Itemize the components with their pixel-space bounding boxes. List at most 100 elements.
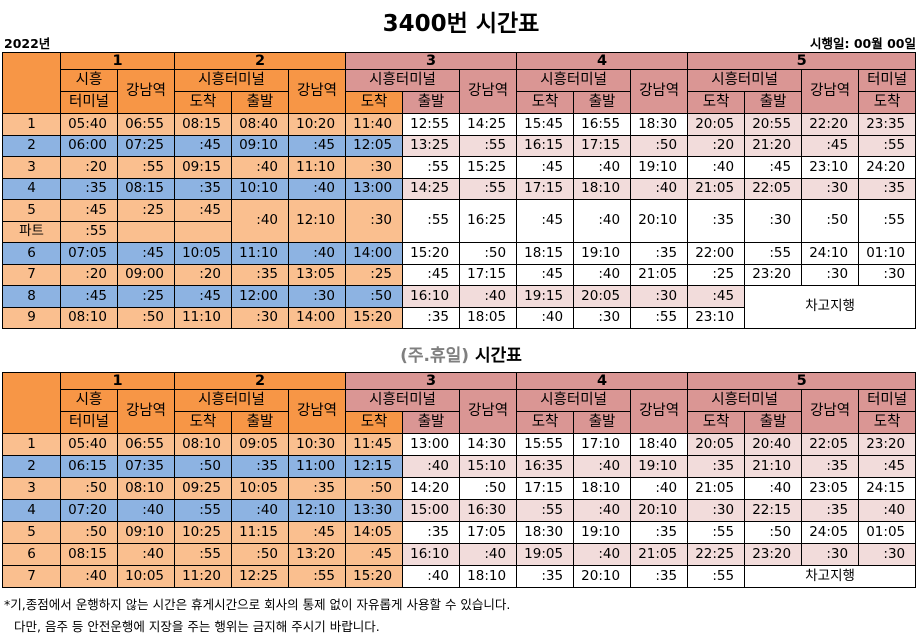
time-cell: :55 [459, 177, 518, 200]
time-cell: 14:00 [345, 242, 404, 265]
time-cell: 12:55 [402, 113, 461, 136]
time-cell: 08:10 [117, 477, 175, 500]
time-cell: 13:05 [287, 263, 347, 286]
timetable-row: 1 05:40 06:55 08:15 08:40 10:20 11:40 12:55 14:2… [2, 113, 917, 136]
time-cell: 14:00 [287, 306, 347, 329]
time-cell: :40 [287, 177, 347, 200]
time-cell: :40 [231, 199, 289, 243]
row-label: 파트 [2, 220, 61, 243]
time-cell: :50 [60, 477, 118, 500]
time-cell: 09:10 [117, 521, 175, 544]
row-label: 8 [2, 285, 61, 308]
time-cell: 10:30 [287, 433, 347, 456]
time-cell: 12:10 [287, 499, 347, 522]
timetable-row: 3:50 08:10 09:25 10:05:35:50 14:20:50 17:15 18… [2, 477, 917, 500]
weekday-table: 1 2 3 4 5 시흥 강남역 시흥터미널 강남역 시흥터미널 강남역 시흥터미널 강남역 시흥터미널 강… [2, 52, 917, 329]
time-cell: 21:05 [687, 477, 746, 500]
time-cell: 15:20 [345, 306, 404, 329]
year: 2022년 [4, 36, 51, 51]
timetable-row: 3:20:55 09:15:40 11:10:30:55 15:25:45:40 19:… [2, 156, 917, 179]
time-cell: 10:05 [117, 565, 175, 588]
time-cell: 23:10 [801, 156, 860, 179]
time-cell: 17:10 [573, 433, 632, 456]
time-cell: 13:20 [287, 543, 347, 566]
row-label: 9 [2, 306, 61, 329]
time-cell: 06:15 [60, 455, 118, 478]
time-cell: :45 [60, 199, 118, 222]
note: *기,종점에서 운행하지 않는 시간은 휴게시간으로 회사의 통제 없이 자유롭… [4, 597, 511, 612]
timetable-row: 8:45:25:45 12:00:30:50 16:10:40 19:15 20:05:… [2, 285, 917, 329]
time-cell: 05:40 [60, 433, 118, 456]
time-cell: :25 [345, 263, 404, 286]
time-cell: 14:30 [459, 433, 518, 456]
time-cell: :55 [459, 134, 518, 157]
time-cell: 23:20 [858, 433, 917, 456]
time-cell: :35 [801, 499, 860, 522]
time-cell: 06:55 [117, 113, 175, 136]
timetable-row: 4:35 08:15:35 10:10:40 13:00 14:25:55 17:15 18… [2, 177, 917, 200]
time-cell: :55 [744, 242, 803, 265]
time-cell: 14:05 [345, 521, 404, 544]
empty-cell [117, 220, 175, 243]
time-cell: 10:10 [231, 177, 289, 200]
time-cell: 08:10 [60, 306, 118, 329]
time-cell: :55 [630, 306, 689, 329]
time-cell: 07:20 [60, 499, 118, 522]
time-cell: 11:15 [231, 521, 289, 544]
time-cell: 11:10 [174, 306, 232, 329]
time-cell: 10:05 [231, 477, 289, 500]
time-cell: 23:20 [744, 543, 803, 566]
time-cell: 24:15 [858, 477, 917, 500]
time-cell: :20 [687, 134, 746, 157]
time-cell: :40 [573, 156, 632, 179]
time-cell: :25 [117, 199, 175, 222]
time-cell: :40 [573, 543, 632, 566]
time-cell: :55 [858, 134, 917, 157]
time-cell: 08:15 [174, 113, 232, 136]
time-cell: 22:20 [801, 113, 860, 136]
time-cell: :55 [687, 565, 746, 588]
time-cell: :55 [174, 543, 232, 566]
group-header: 5 [687, 52, 917, 70]
time-cell: :40 [459, 285, 518, 308]
time-cell: :45 [516, 156, 575, 179]
time-cell: :50 [459, 242, 518, 265]
time-cell: :55 [287, 565, 347, 588]
time-cell: :35 [516, 565, 575, 588]
time-cell: :40 [459, 543, 518, 566]
column-header: 터미널 [60, 91, 118, 114]
time-cell: 01:10 [858, 242, 917, 265]
time-cell: 16:15 [516, 134, 575, 157]
time-cell: 07:05 [60, 242, 118, 265]
time-cell: 11:45 [345, 433, 404, 456]
time-cell: :50 [630, 134, 689, 157]
holiday-title-prefix: (주.휴일) [400, 346, 470, 366]
time-cell: :50 [801, 199, 860, 243]
column-header: 도착 [516, 91, 575, 114]
time-cell: 19:10 [573, 242, 632, 265]
time-cell: :35 [174, 177, 232, 200]
time-cell: 10:20 [287, 113, 347, 136]
time-cell: 20:10 [573, 565, 632, 588]
time-cell: :30 [801, 543, 860, 566]
time-cell: :55 [117, 156, 175, 179]
row-label: 2 [2, 455, 61, 478]
time-cell: :35 [402, 521, 461, 544]
column-header: 도착 [687, 91, 746, 114]
column-header: 강남역 [801, 69, 860, 114]
group-header: 4 [516, 372, 689, 390]
time-cell: :20 [60, 156, 118, 179]
time-cell: 08:15 [117, 177, 175, 200]
time-cell: 21:20 [744, 134, 803, 157]
row-label: 3 [2, 477, 61, 500]
time-cell: 17:15 [573, 134, 632, 157]
effective-date: 시행일: 00월 00일 [810, 36, 916, 51]
row-label: 6 [2, 242, 61, 265]
time-cell: :45 [687, 285, 746, 308]
time-cell: :35 [287, 477, 347, 500]
time-cell: 12:05 [345, 134, 404, 157]
column-header: 강남역 [287, 389, 347, 434]
time-cell: :40 [402, 455, 461, 478]
time-cell: :40 [573, 455, 632, 478]
time-cell: :35 [231, 263, 289, 286]
